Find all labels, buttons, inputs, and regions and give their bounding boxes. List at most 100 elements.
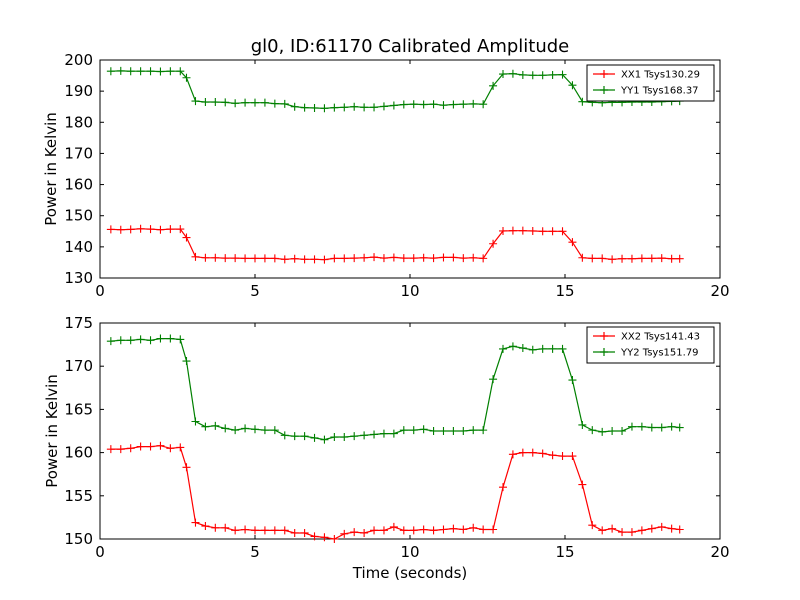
y-tick-label: 130 [64,269,93,287]
bottom-axes-ticks: 0 5 10 15 20 150 155 160 165 170 175 [64,314,729,561]
y-tick-label: 180 [64,113,93,131]
data-point [231,526,240,535]
data-point [320,435,329,444]
data-point [350,254,359,263]
data-point [449,100,458,109]
data-point [191,97,200,106]
data-point [528,448,537,457]
data-point [221,254,230,263]
data-point [270,99,279,108]
data-point [300,103,309,112]
bottom-legend-box [586,326,715,364]
data-point [499,226,507,235]
data-point [300,255,309,264]
y-tick-label: 160 [64,444,93,462]
data-point [221,424,230,433]
y-tick-label: 170 [64,144,93,162]
data-point [146,67,155,76]
top-axes-series [106,66,684,264]
bottom-x-axis-label: Time (seconds) [352,564,468,582]
data-point [370,526,379,535]
y-tick-label: 165 [64,400,93,418]
data-point [479,426,488,435]
data-point [211,253,220,262]
data-point [578,480,587,489]
data-point [439,101,448,110]
data-point [310,433,319,442]
data-point [126,336,135,345]
data-point [459,525,468,534]
data-point [399,254,408,263]
data-point [290,102,299,111]
legend-marker-xx2 [600,332,608,340]
legend-label-xx2: XX2 Tsys141.43 [621,332,700,343]
x-tick-label: 5 [250,282,260,300]
data-point [647,254,656,263]
data-point [618,528,627,537]
data-point [166,334,175,343]
data-point [106,337,115,346]
data-point [618,254,627,263]
data-point [136,442,145,451]
data-point [548,451,557,460]
data-point [231,254,240,263]
data-point [126,444,135,453]
data-point [538,344,547,353]
data-point [221,98,230,107]
data-point [116,445,125,454]
data-point [647,423,656,432]
data-point [429,526,438,535]
data-point [201,98,210,107]
data-point [201,522,210,531]
data-point [221,523,230,532]
data-point [360,103,369,112]
data-point [409,426,418,435]
data-point [146,336,155,345]
data-point [116,66,125,75]
data-point [270,526,279,535]
data-point [399,426,408,435]
data-point [489,375,498,384]
data-point [260,98,269,107]
data-point [469,99,478,108]
data-point [479,254,488,263]
legend-label-xx1: XX1 Tsys130.29 [621,70,700,81]
y-tick-label: 140 [64,238,93,256]
data-point [350,432,359,441]
data-point [389,101,398,110]
data-point [598,254,607,263]
data-point [340,529,349,538]
data-point [310,103,319,112]
data-point [330,103,339,112]
data-point [449,253,458,262]
y-tick-label: 175 [64,314,93,332]
data-point [379,429,388,438]
data-point [116,225,125,234]
data-point [260,254,269,263]
data-point [568,81,577,90]
data-point [389,522,398,531]
legend-entry-xx1: XX1 Tsys130.29 [593,70,700,81]
data-point [429,100,438,109]
y-tick-label: 190 [64,82,93,100]
data-point [675,423,684,432]
data-point [156,225,165,234]
data-point [439,427,448,435]
data-point [667,254,676,263]
data-point [568,452,577,461]
data-point [290,254,299,263]
data-point [558,227,567,236]
data-point [280,99,289,108]
data-point [320,255,329,264]
data-point [290,432,299,441]
data-point [618,427,627,435]
data-point [518,344,527,353]
data-point [608,255,617,264]
data-point [518,70,527,79]
data-point [588,254,597,263]
data-point [608,427,617,435]
data-point [280,431,289,440]
data-point [260,526,269,535]
data-point [647,524,656,533]
legend-label-yy2: YY2 Tsys151.79 [620,348,699,359]
